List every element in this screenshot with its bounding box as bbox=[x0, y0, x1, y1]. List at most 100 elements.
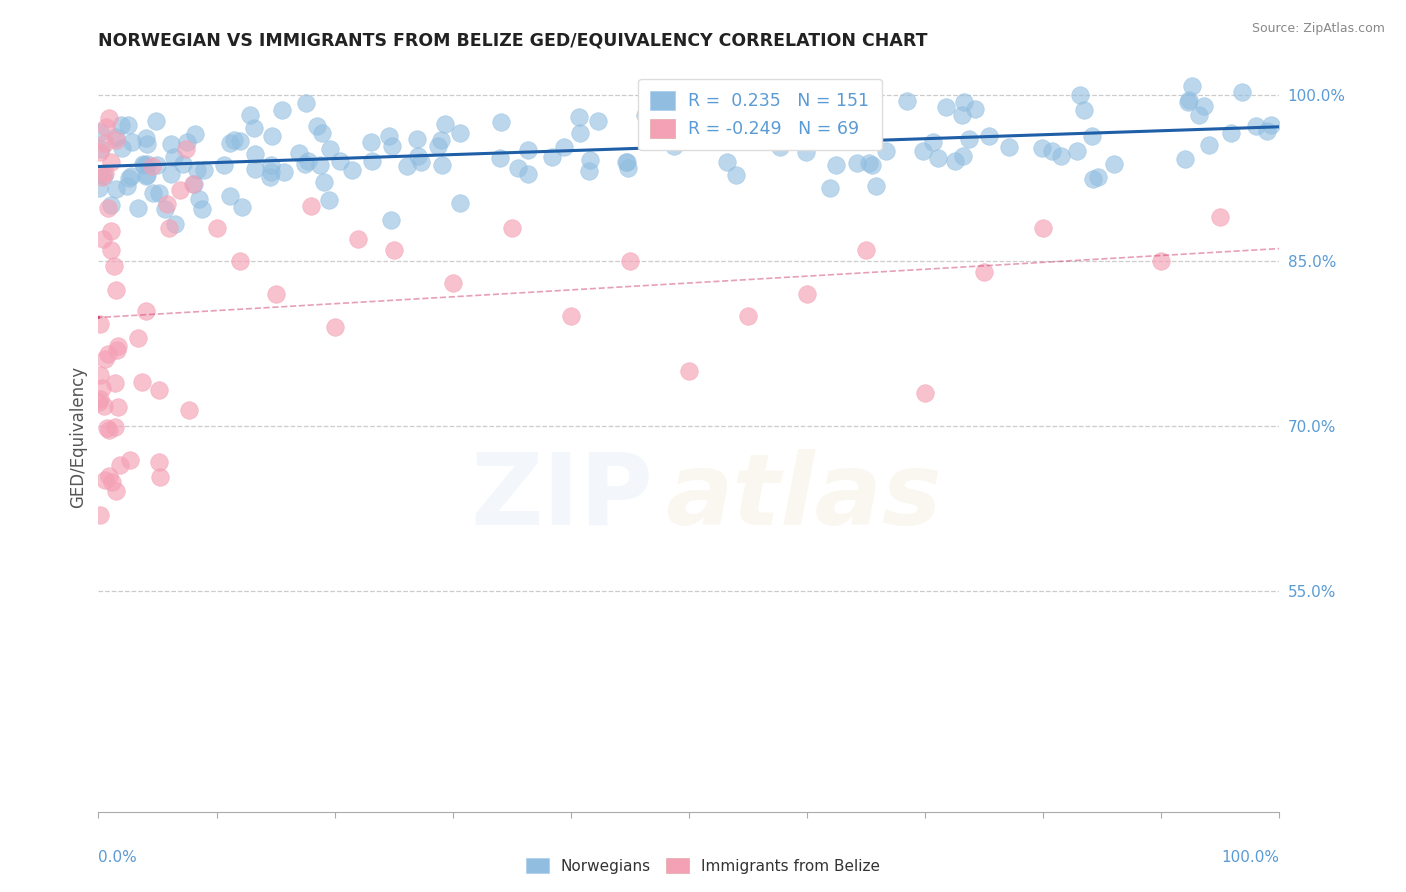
Point bbox=[361, 153, 384, 168]
Point bbox=[360, 136, 382, 150]
Point bbox=[243, 162, 266, 177]
Point bbox=[733, 87, 755, 102]
Point bbox=[118, 453, 141, 467]
Point bbox=[193, 162, 215, 177]
Point bbox=[488, 151, 510, 165]
Point bbox=[588, 114, 610, 128]
Text: atlas: atlas bbox=[665, 449, 942, 546]
Point bbox=[1181, 78, 1204, 93]
Point bbox=[103, 260, 125, 274]
Point bbox=[1187, 108, 1209, 122]
Point bbox=[662, 139, 685, 153]
Legend: Norwegians, Immigrants from Belize: Norwegians, Immigrants from Belize bbox=[520, 852, 886, 880]
Point bbox=[146, 158, 169, 172]
Point bbox=[163, 217, 186, 231]
Point bbox=[441, 276, 464, 290]
Point bbox=[97, 201, 120, 215]
Point bbox=[568, 110, 591, 124]
Point bbox=[89, 317, 111, 331]
Point bbox=[950, 108, 973, 122]
Point bbox=[912, 145, 935, 159]
Point bbox=[136, 137, 159, 152]
Point bbox=[1174, 152, 1197, 166]
Point bbox=[406, 149, 429, 163]
Point bbox=[121, 135, 143, 149]
Point bbox=[107, 339, 129, 353]
Point bbox=[94, 136, 117, 150]
Point bbox=[541, 150, 564, 164]
Point bbox=[858, 156, 880, 170]
Point bbox=[973, 265, 995, 279]
Point bbox=[914, 386, 936, 401]
Point bbox=[111, 141, 134, 155]
Point bbox=[260, 158, 283, 172]
Point bbox=[501, 220, 523, 235]
Point bbox=[943, 154, 966, 169]
Point bbox=[1073, 103, 1095, 117]
Text: Source: ZipAtlas.com: Source: ZipAtlas.com bbox=[1251, 22, 1385, 36]
Point bbox=[115, 179, 138, 194]
Point bbox=[131, 156, 153, 170]
Point bbox=[427, 139, 450, 153]
Point bbox=[560, 309, 582, 323]
Point bbox=[145, 114, 167, 128]
Point bbox=[181, 177, 204, 191]
Point bbox=[93, 169, 115, 183]
Point bbox=[148, 455, 170, 469]
Point bbox=[219, 136, 242, 151]
Point bbox=[299, 199, 322, 213]
Point bbox=[135, 169, 157, 183]
Point bbox=[716, 154, 738, 169]
Point bbox=[100, 224, 122, 238]
Point bbox=[553, 140, 575, 154]
Legend: R =  0.235   N = 151, R = -0.249   N = 69: R = 0.235 N = 151, R = -0.249 N = 69 bbox=[638, 78, 882, 150]
Point bbox=[214, 158, 236, 172]
Text: ZIP: ZIP bbox=[471, 449, 654, 546]
Point bbox=[305, 120, 328, 134]
Point bbox=[191, 202, 214, 216]
Point bbox=[749, 119, 772, 133]
Text: 100.0%: 100.0% bbox=[1222, 850, 1279, 865]
Point bbox=[825, 158, 848, 172]
Point bbox=[242, 121, 264, 136]
Point bbox=[1102, 157, 1125, 171]
Point bbox=[260, 129, 283, 144]
Point bbox=[97, 111, 120, 125]
Point bbox=[308, 158, 330, 172]
Point bbox=[1194, 98, 1216, 112]
Point bbox=[319, 142, 342, 156]
Point bbox=[616, 161, 638, 176]
Point bbox=[94, 120, 117, 135]
Point bbox=[271, 103, 294, 117]
Point bbox=[148, 186, 170, 200]
Point bbox=[294, 157, 316, 171]
Text: 0.0%: 0.0% bbox=[98, 850, 138, 865]
Point bbox=[489, 115, 512, 129]
Point bbox=[87, 181, 110, 195]
Point bbox=[100, 243, 122, 257]
Point bbox=[935, 100, 957, 114]
Point bbox=[259, 170, 281, 185]
Point bbox=[90, 143, 112, 157]
Point bbox=[1177, 95, 1199, 109]
Point bbox=[118, 170, 141, 185]
Point bbox=[633, 108, 655, 122]
Text: NORWEGIAN VS IMMIGRANTS FROM BELIZE GED/EQUIVALENCY CORRELATION CHART: NORWEGIAN VS IMMIGRANTS FROM BELIZE GED/… bbox=[98, 32, 928, 50]
Point bbox=[297, 154, 319, 169]
Point bbox=[264, 286, 287, 301]
Point bbox=[429, 132, 451, 146]
Point bbox=[449, 196, 471, 211]
Point bbox=[239, 108, 262, 122]
Point bbox=[89, 145, 111, 160]
Point bbox=[1040, 144, 1063, 158]
Point bbox=[108, 458, 131, 473]
Point bbox=[725, 169, 748, 183]
Point bbox=[569, 126, 592, 140]
Point bbox=[1083, 172, 1105, 186]
Point bbox=[769, 140, 792, 154]
Point bbox=[616, 154, 638, 169]
Point bbox=[865, 178, 887, 193]
Point bbox=[1209, 210, 1232, 224]
Point bbox=[619, 253, 641, 268]
Point bbox=[896, 94, 918, 108]
